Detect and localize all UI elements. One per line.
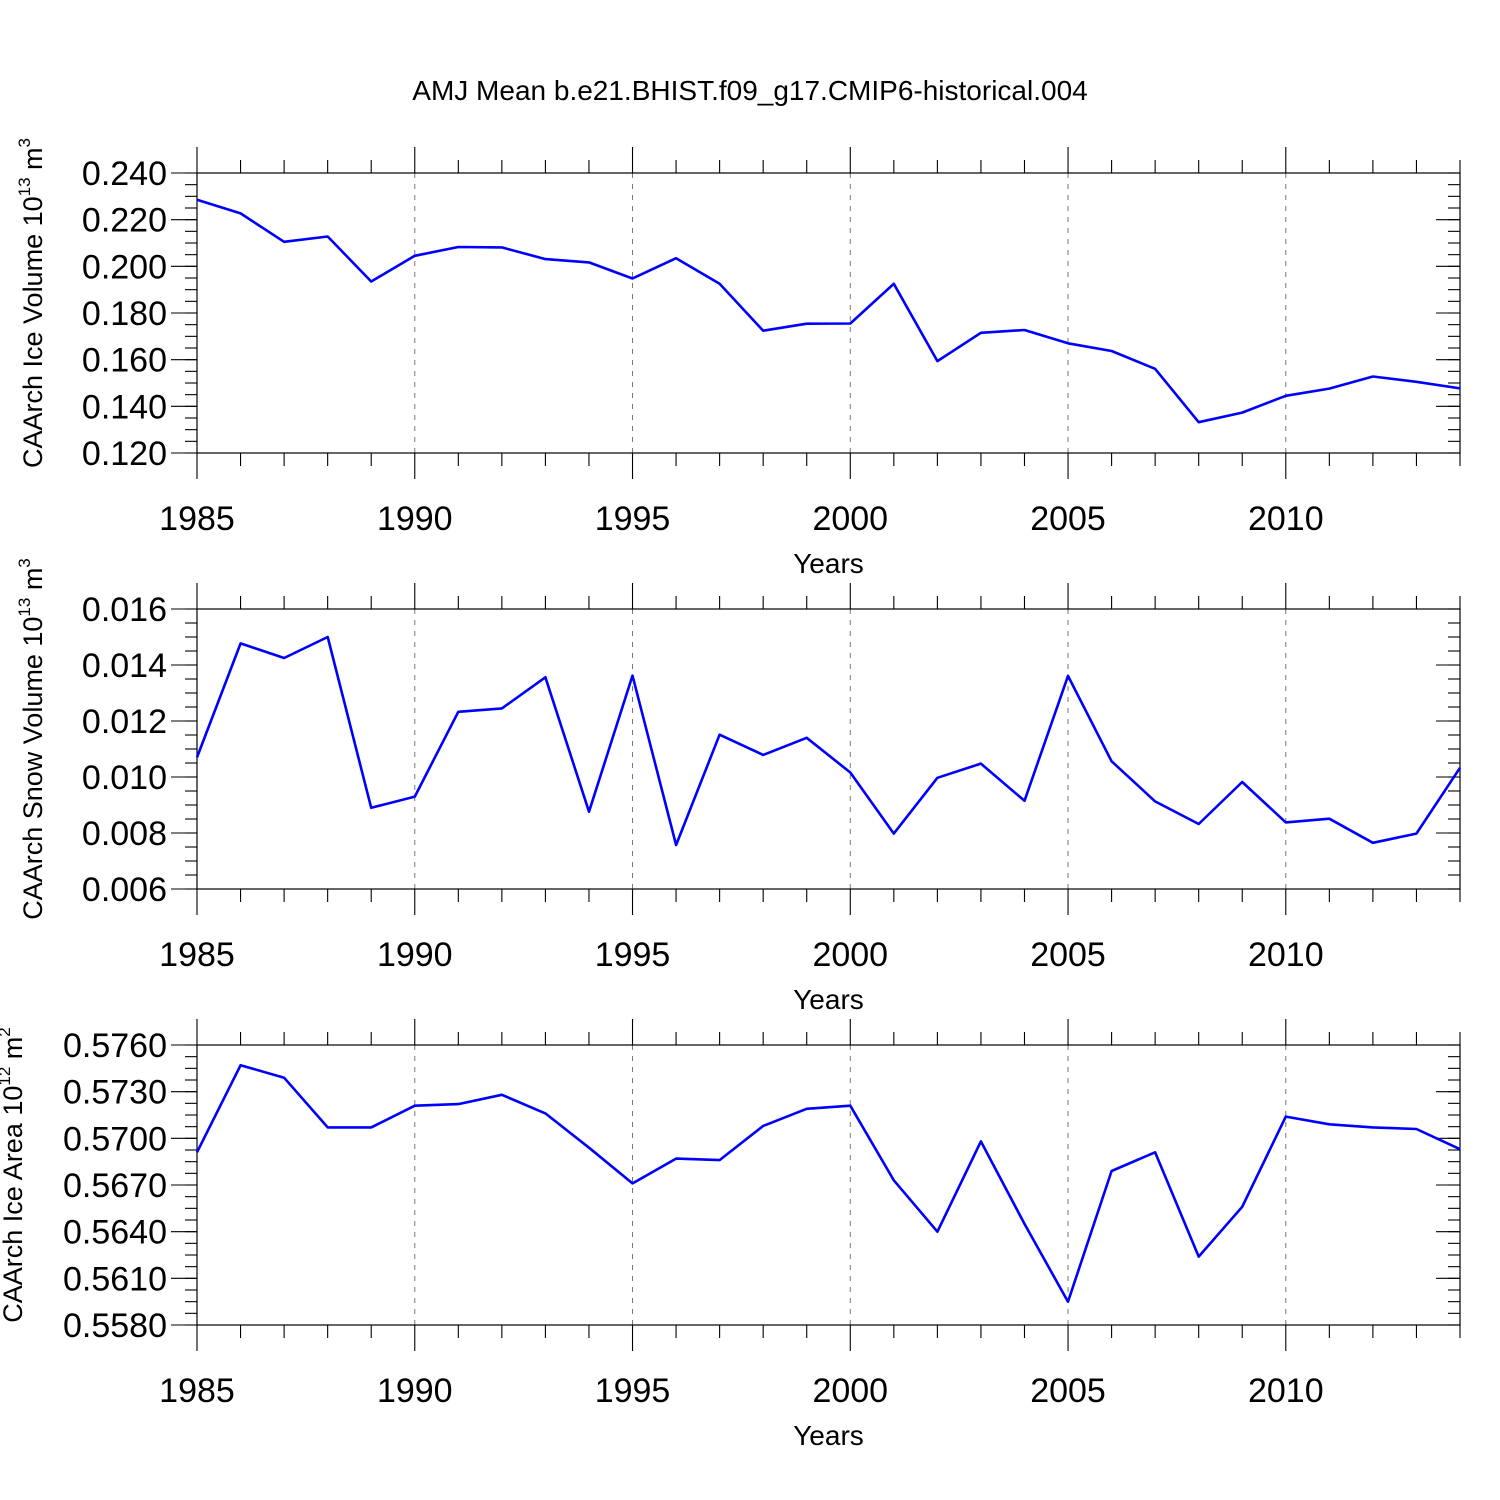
y-tick-label: 0.014 bbox=[82, 647, 167, 685]
plot-frame bbox=[196, 1044, 1461, 1326]
y-axis-label-unit-exponent: 3 bbox=[15, 138, 34, 147]
y-tick-label: 0.140 bbox=[82, 388, 167, 426]
y-axis-label: CAArch Ice Volume 1013 m3 bbox=[15, 138, 48, 468]
x-tick-label: 2000 bbox=[812, 1372, 888, 1410]
y-tick-label: 0.5610 bbox=[63, 1260, 167, 1298]
x-tick-label: 1995 bbox=[595, 500, 671, 538]
y-axis-label-unit: m bbox=[18, 568, 48, 598]
y-axis-label-exponent: 13 bbox=[15, 598, 34, 617]
x-tick-label: 2010 bbox=[1248, 936, 1324, 974]
y-tick-label: 0.200 bbox=[82, 248, 167, 286]
y-tick-label: 0.240 bbox=[82, 155, 167, 193]
y-tick-label: 0.006 bbox=[82, 871, 167, 909]
y-tick-label: 0.016 bbox=[82, 591, 167, 629]
x-tick-label: 1985 bbox=[159, 936, 235, 974]
series-line bbox=[195, 635, 1462, 847]
y-tick-label: 0.5640 bbox=[63, 1214, 167, 1252]
y-tick-label: 0.220 bbox=[82, 202, 167, 240]
x-tick-label: 2005 bbox=[1030, 1372, 1106, 1410]
plot-frame bbox=[196, 608, 1461, 890]
x-tick-label: 1985 bbox=[159, 1372, 235, 1410]
x-tick-label: 2005 bbox=[1030, 936, 1106, 974]
x-tick-label: 1990 bbox=[377, 936, 453, 974]
x-tick-label: 2000 bbox=[812, 936, 888, 974]
y-tick-label: 0.5670 bbox=[63, 1167, 167, 1205]
panels: 0.120 0.140 0.160 0.180 0.200 0.220 0.240 1985 1… bbox=[0, 138, 1462, 1451]
y-tick-label: 0.5700 bbox=[63, 1120, 167, 1158]
y-axis-label-unit: m bbox=[0, 1037, 28, 1067]
y-tick-label: 0.008 bbox=[82, 815, 167, 853]
x-axis-label: Years bbox=[793, 548, 864, 579]
x-tick-label: 1985 bbox=[159, 500, 235, 538]
y-axis-label-main: CAArch Snow Volume 10 bbox=[18, 617, 48, 920]
x-tick-label: 2000 bbox=[812, 500, 888, 538]
x-tick-label: 2005 bbox=[1030, 500, 1106, 538]
series-line bbox=[195, 1063, 1461, 1303]
series-line bbox=[196, 198, 1461, 424]
panel-2: 0.006 0.008 0.010 0.012 0.014 0.016 1985 1990 19… bbox=[15, 558, 1462, 1015]
panel-1: 0.120 0.140 0.160 0.180 0.200 0.220 0.240 1985 1… bbox=[15, 138, 1461, 579]
x-axis-label: Years bbox=[793, 984, 864, 1015]
y-tick-label: 0.160 bbox=[82, 342, 167, 380]
y-tick-label: 0.5730 bbox=[63, 1074, 167, 1112]
y-tick-label: 0.180 bbox=[82, 295, 167, 333]
y-tick-label: 0.120 bbox=[82, 435, 167, 473]
x-tick-label: 1990 bbox=[377, 1372, 453, 1410]
y-axis-label: CAArch Snow Volume 1013 m3 bbox=[15, 558, 48, 920]
panel-3: 0.5580 0.5610 0.5640 0.5670 0.5700 0.5730 0.57… bbox=[0, 1019, 1461, 1451]
y-axis-label-unit-exponent: 2 bbox=[0, 1027, 14, 1036]
y-axis-label-exponent: 12 bbox=[0, 1067, 14, 1086]
x-tick-label: 2010 bbox=[1248, 500, 1324, 538]
y-tick-label: 0.012 bbox=[82, 703, 167, 741]
y-tick-label: 0.5760 bbox=[63, 1027, 167, 1065]
chart-title: AMJ Mean b.e21.BHIST.f09_g17.CMIP6-histo… bbox=[412, 75, 1087, 106]
y-axis-label: CAArch Ice Area 1012 m2 bbox=[0, 1027, 28, 1323]
y-tick-label: 0.5580 bbox=[63, 1307, 167, 1345]
x-tick-label: 2010 bbox=[1248, 1372, 1324, 1410]
y-axis-label-unit-exponent: 3 bbox=[15, 558, 34, 567]
y-axis-label-exponent: 13 bbox=[15, 177, 34, 196]
y-tick-label: 0.010 bbox=[82, 759, 167, 797]
x-tick-label: 1995 bbox=[595, 936, 671, 974]
plot-frame bbox=[196, 172, 1461, 454]
y-axis-label-unit: m bbox=[18, 147, 48, 177]
y-axis-label-main: CAArch Ice Volume 10 bbox=[18, 196, 48, 468]
y-axis-label-main: CAArch Ice Area 10 bbox=[0, 1086, 28, 1323]
x-axis-label: Years bbox=[793, 1420, 864, 1451]
x-tick-label: 1990 bbox=[377, 500, 453, 538]
x-tick-label: 1995 bbox=[595, 1372, 671, 1410]
